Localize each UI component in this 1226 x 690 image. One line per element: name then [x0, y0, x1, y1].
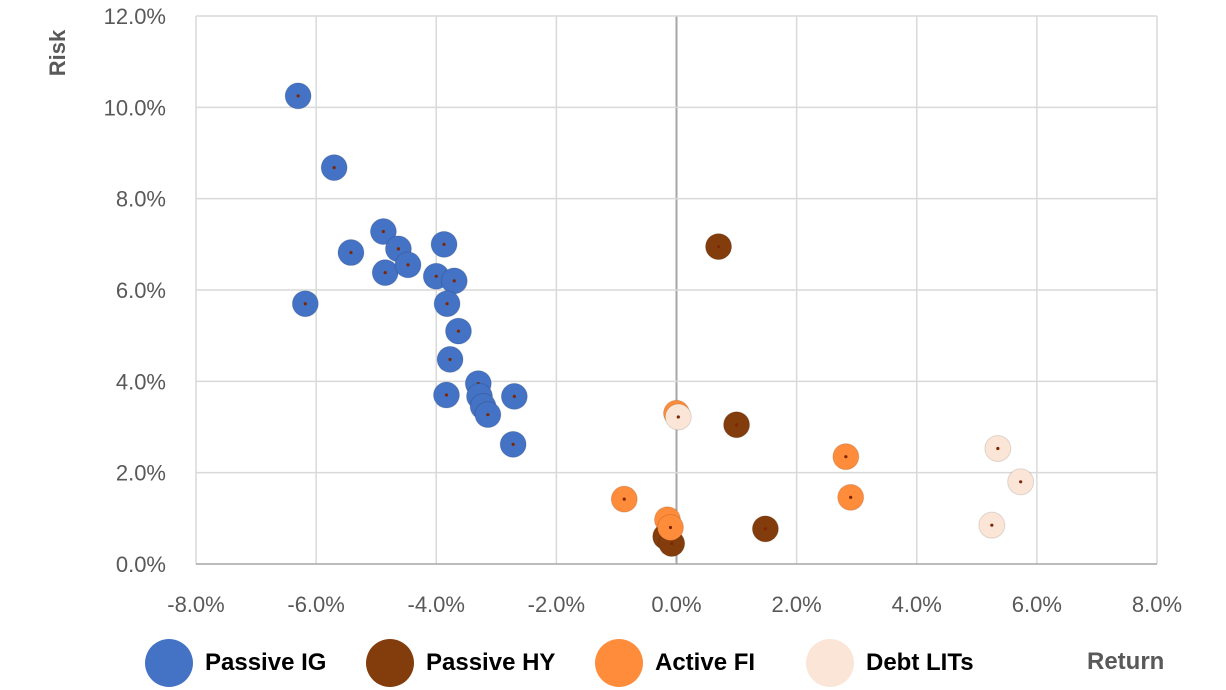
point-center-dot: [512, 394, 516, 399]
x-tick-label: -8.0%: [167, 592, 224, 617]
point-center-dot: [990, 523, 994, 527]
y-tick-label: 6.0%: [116, 278, 166, 303]
point-center-dot: [511, 442, 515, 446]
point-center-dot: [486, 413, 490, 417]
legend-label-passive-ig: Passive IG: [205, 649, 327, 676]
y-axis-ticks: 0.0% 2.0% 4.0% 6.0% 8.0% 10.0% 12.0%: [104, 4, 166, 577]
point-center-dot: [456, 329, 461, 333]
x-tick-label: -4.0%: [408, 592, 465, 617]
x-tick-label: -2.0%: [528, 592, 585, 617]
legend-item-active-fi: Active FI: [595, 636, 755, 690]
point-center-dot: [442, 242, 446, 246]
legend-label-active-fi: Active FI: [655, 649, 756, 676]
point-center-dot: [763, 527, 767, 531]
legend-item-passive-hy: Passive HY: [366, 636, 555, 690]
point-center-dot: [296, 94, 300, 98]
x-tick-label: -6.0%: [287, 592, 344, 617]
point-center-dot: [1019, 480, 1023, 484]
legend-item-passive-ig: Passive IG: [145, 636, 326, 690]
point-center-dot: [445, 302, 449, 306]
point-center-dot: [396, 247, 401, 251]
y-tick-label: 10.0%: [104, 95, 166, 120]
point-center-dot: [849, 495, 853, 499]
y-tick-label: 2.0%: [116, 461, 166, 486]
x-tick-label: 8.0%: [1132, 592, 1182, 617]
point-center-dot: [670, 541, 674, 546]
point-center-dot: [844, 455, 848, 459]
point-center-dot: [332, 166, 336, 170]
legend-label-debt-lits: Debt LITs: [866, 649, 974, 676]
x-tick-label: 2.0%: [772, 592, 822, 617]
scatter-chart: 0.0% 2.0% 4.0% 6.0% 8.0% 10.0% 12.0% -8.0% -6.0…: [45, 4, 1182, 617]
legend-swatch-passive-hy: [366, 639, 414, 687]
point-center-dot: [406, 263, 410, 267]
x-tick-label: 4.0%: [892, 592, 942, 617]
point-center-dot: [303, 302, 307, 306]
point-center-dot: [349, 250, 353, 255]
y-tick-label: 4.0%: [116, 369, 166, 394]
point-center-dot: [383, 271, 387, 275]
point-center-dot: [444, 393, 449, 397]
x-axis-ticks: -8.0% -6.0% -4.0% -2.0% 0.0% 2.0% 4.0% 6.0% 8.0%: [167, 592, 1182, 617]
point-center-dot: [734, 423, 739, 427]
legend: Passive IG Passive HY Active FI Debt LIT…: [0, 636, 1226, 690]
legend-swatch-passive-ig: [145, 639, 193, 687]
point-center-dot: [622, 497, 626, 501]
point-center-dot: [996, 446, 1000, 451]
legend-swatch-active-fi: [595, 639, 643, 687]
y-tick-label: 8.0%: [116, 187, 166, 212]
y-tick-label: 12.0%: [104, 4, 166, 29]
y-axis-title: Risk: [45, 29, 70, 76]
point-center-dot: [668, 525, 673, 530]
point-center-dot: [434, 274, 438, 278]
point-center-dot: [452, 279, 456, 283]
series-passive-ig: [284, 82, 528, 458]
x-axis-title: Return: [1087, 648, 1165, 675]
point-center-dot: [381, 229, 385, 234]
x-tick-label: 0.0%: [651, 592, 701, 617]
series-debt-lits: [664, 403, 1035, 539]
point-center-dot: [448, 357, 452, 362]
legend-swatch-debt-lits: [806, 639, 854, 687]
data-points: [284, 82, 1035, 557]
grid-lines: [195, 15, 1158, 565]
point-center-dot: [676, 415, 680, 419]
x-tick-label: 6.0%: [1012, 592, 1062, 617]
legend-item-debt-lits: Debt LITs: [806, 636, 974, 690]
y-tick-label: 0.0%: [116, 552, 166, 577]
legend-label-passive-hy: Passive HY: [426, 649, 556, 676]
point-center-dot: [716, 245, 721, 249]
